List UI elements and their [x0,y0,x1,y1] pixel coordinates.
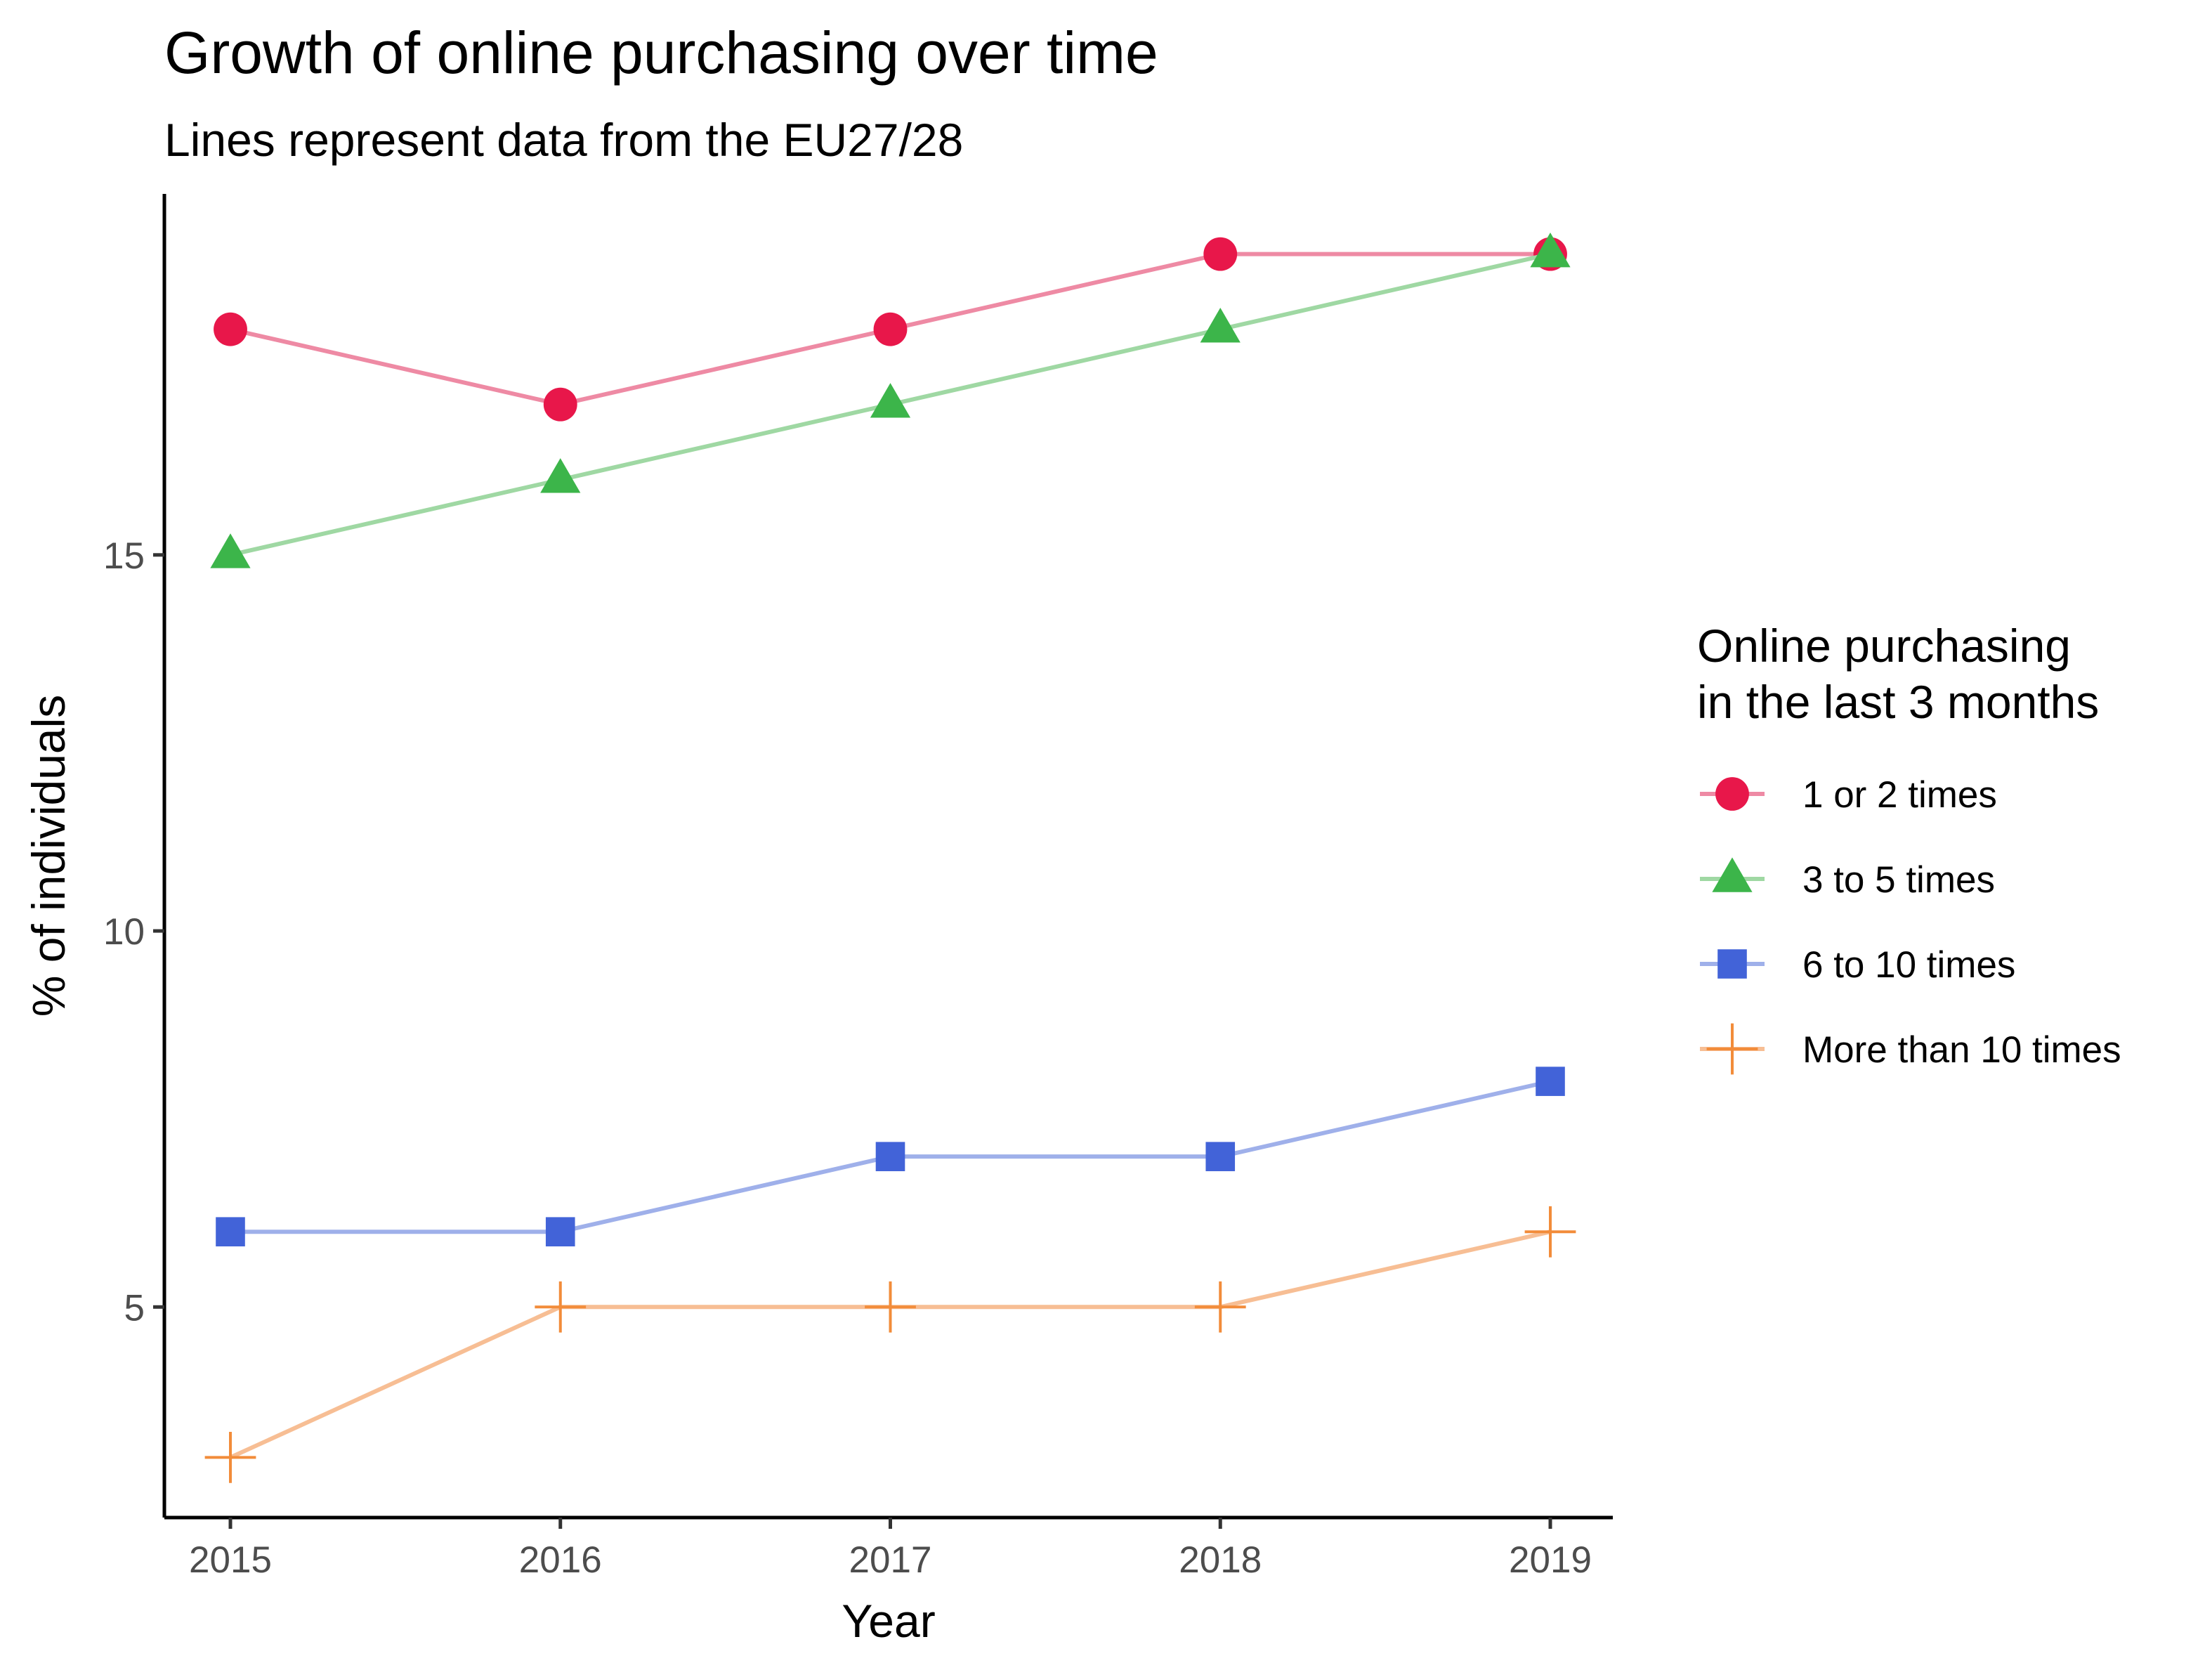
legend-label-3: More than 10 times [1802,1029,2121,1071]
legend-label-2: 6 to 10 times [1802,944,2015,986]
plot-area [204,233,1576,1483]
data-point-1-0 [210,533,251,568]
series-2 [216,1067,1565,1247]
legend-key-marker-3 [1706,1023,1758,1075]
legend-key-marker-2 [1717,949,1747,979]
data-point-2-2 [875,1142,905,1171]
chart-subtitle: Lines represent data from the EU27/28 [164,114,963,166]
data-point-3-3 [1194,1281,1246,1333]
data-point-3-1 [535,1281,587,1333]
data-point-0-0 [214,312,247,346]
x-tick-label-0: 2015 [189,1539,272,1581]
y-tick-label-1: 10 [103,911,145,953]
x-tick-label-1: 2016 [519,1539,602,1581]
data-point-2-4 [1536,1067,1565,1096]
data-point-1-2 [870,383,911,418]
data-point-3-2 [865,1281,916,1333]
y-axis-title: % of individuals [22,695,74,1017]
series-0 [214,237,1567,422]
data-point-3-4 [1524,1206,1576,1258]
data-point-1-4 [1530,233,1571,268]
data-point-2-3 [1205,1142,1236,1171]
legend-item-0: 1 or 2 times [1700,774,1997,816]
legend: Online purchasing in the last 3 months 1… [1697,620,2121,1075]
x-tick-label-4: 2019 [1509,1539,1592,1581]
x-axis-title: Year [842,1595,935,1647]
chart-title: Growth of online purchasing over time [164,20,1158,86]
series-line-3 [229,1230,1551,1460]
data-point-1-3 [1200,308,1241,343]
data-point-0-3 [1203,237,1238,271]
y-axis-ticks: 5 10 15 [103,535,164,1329]
legend-item-2: 6 to 10 times [1700,944,2015,986]
legend-items: 1 or 2 times 3 to 5 times 6 to 10 times Mor… [1700,774,2121,1075]
legend-title-line-2: in the last 3 months [1697,676,2099,728]
legend-item-1: 3 to 5 times [1700,857,1995,901]
legend-label-1: 3 to 5 times [1802,859,1995,901]
legend-key-marker-0 [1715,777,1749,811]
series-3 [204,1206,1576,1483]
legend-label-0: 1 or 2 times [1802,774,1997,816]
legend-item-3: More than 10 times [1700,1023,2121,1075]
data-point-2-1 [545,1217,575,1247]
legend-key-marker-1 [1712,857,1753,892]
legend-title-line-1: Online purchasing [1697,620,2071,672]
data-point-0-2 [873,312,908,346]
data-point-2-0 [216,1217,245,1247]
data-point-1-1 [540,458,581,493]
series-1 [210,233,1571,568]
data-point-0-1 [543,387,577,422]
y-tick-label-2: 15 [103,535,145,577]
y-tick-label-0: 5 [124,1287,145,1329]
x-axis-ticks: 2015 2016 2017 2018 2019 [189,1518,1592,1581]
x-tick-label-3: 2018 [1179,1539,1262,1581]
data-point-3-0 [204,1431,256,1483]
x-tick-label-2: 2017 [849,1539,932,1581]
